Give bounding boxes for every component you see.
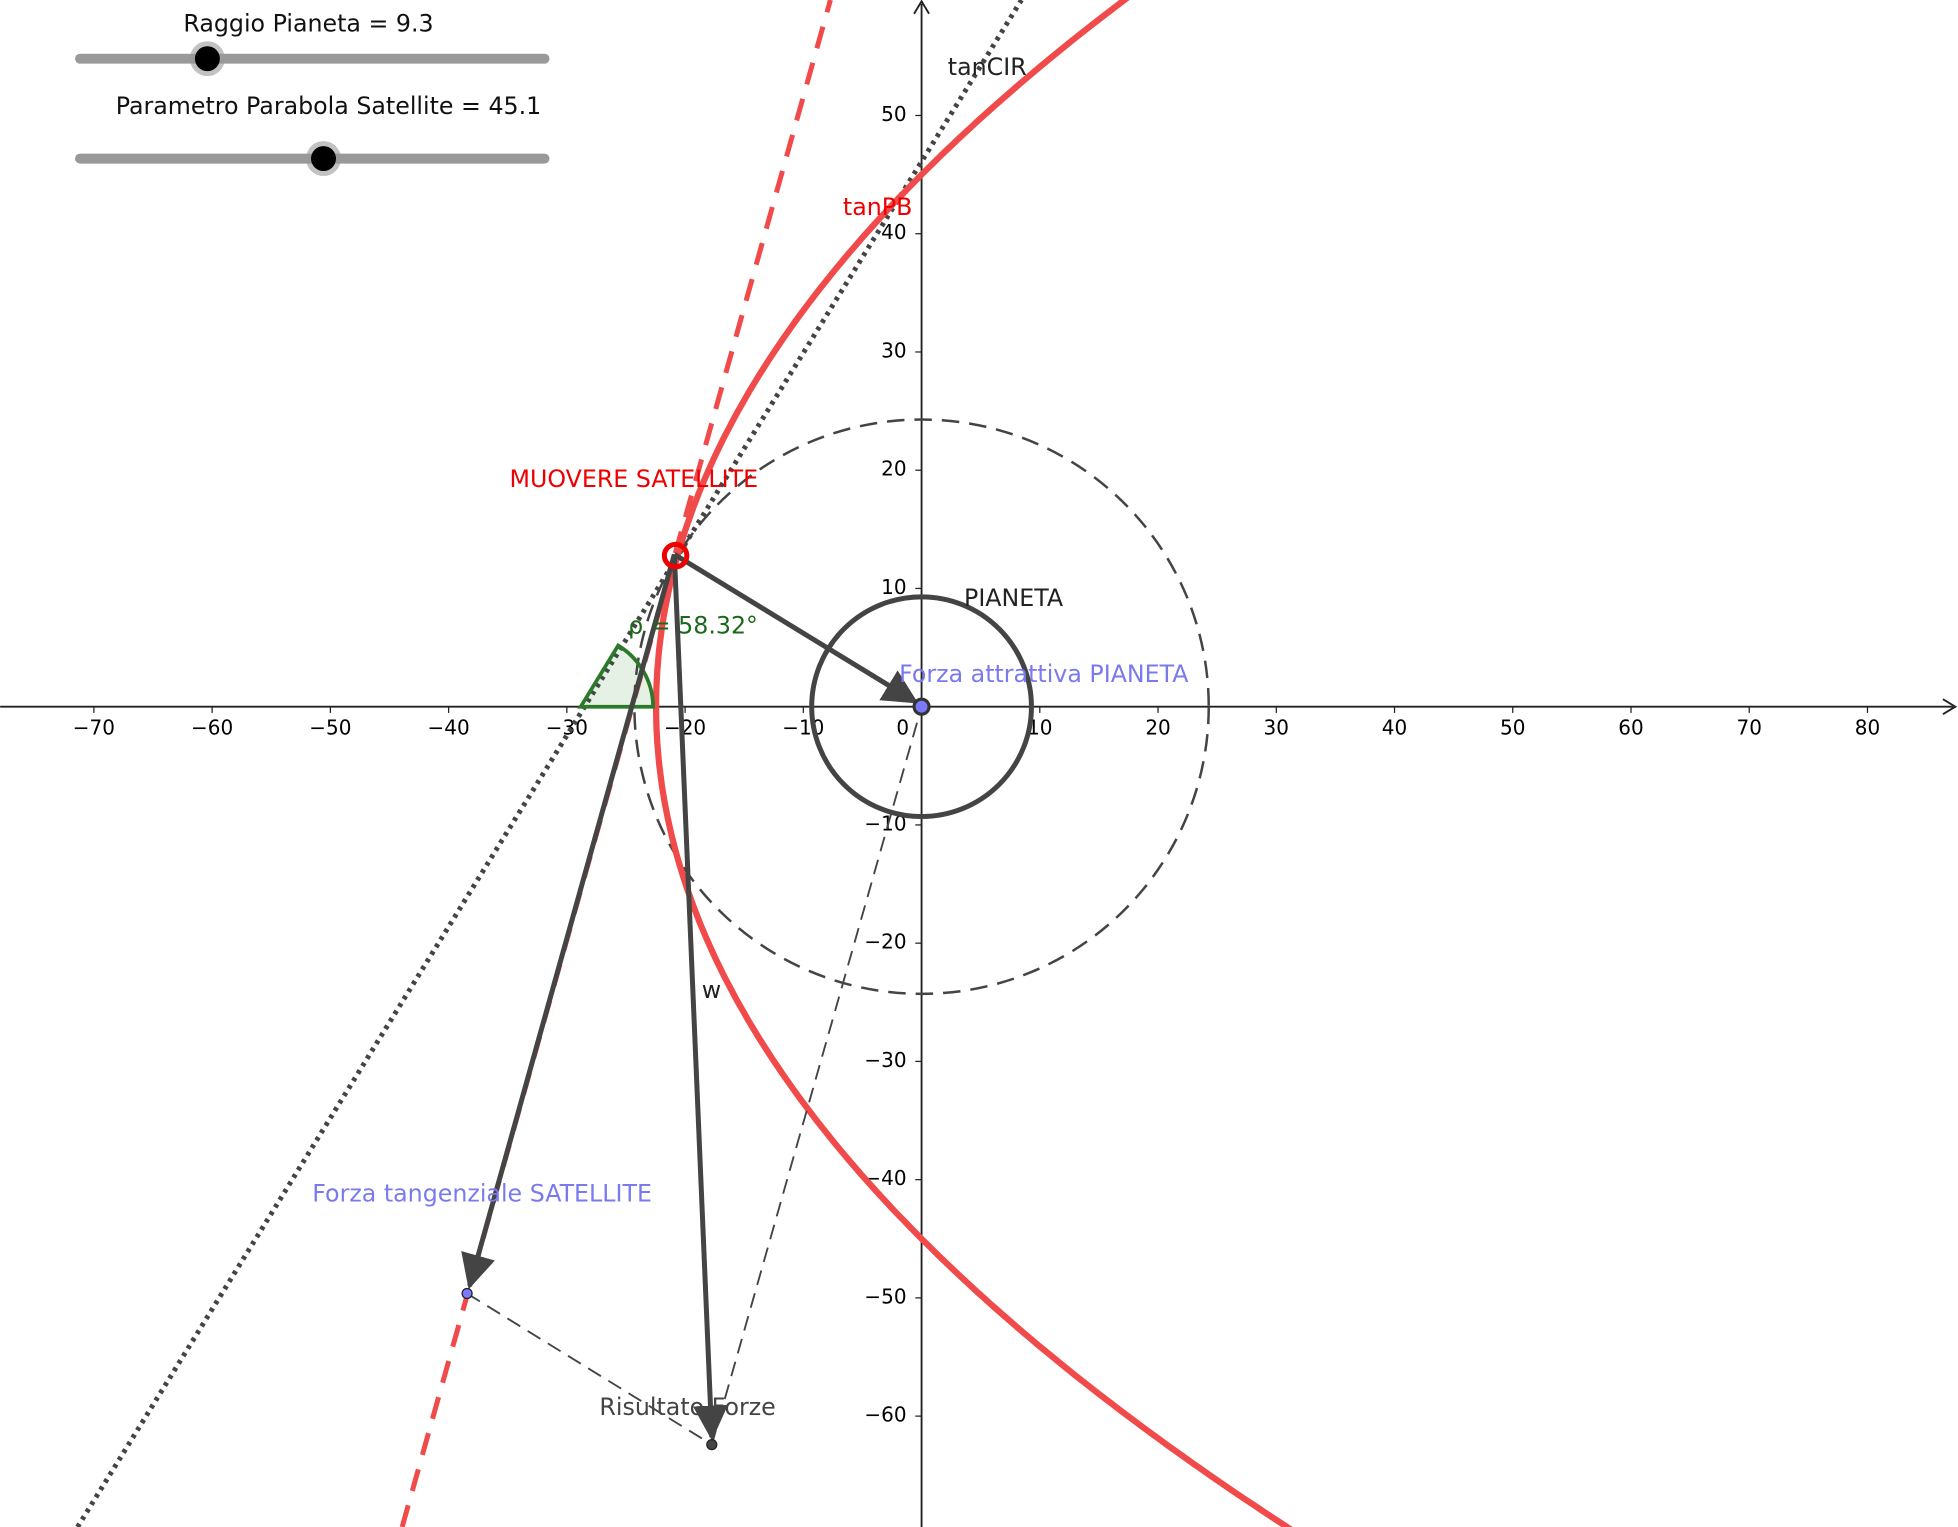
label: w <box>702 976 721 1004</box>
attractive-force-vector[interactable] <box>673 552 919 704</box>
y-tick-label: 20 <box>881 457 906 481</box>
y-tick-label: 30 <box>881 338 906 362</box>
label: Forza attrattiva PIANETA <box>899 660 1189 688</box>
label: tanPB <box>843 193 912 221</box>
x-tick-label: −70 <box>73 716 115 740</box>
x-tick-label: 0 <box>896 716 909 740</box>
label: PIANETA <box>964 584 1064 612</box>
slider-label: Parametro Parabola Satellite = 45.1 <box>116 92 542 120</box>
point[interactable] <box>461 1287 473 1300</box>
planet-center[interactable] <box>912 697 931 716</box>
x-axis-arrow <box>1942 698 1958 715</box>
label: Risultato Forze <box>599 1393 775 1421</box>
x-tick-label: −30 <box>546 716 588 740</box>
y-tick-label: −30 <box>864 1048 906 1072</box>
orbit-circle <box>633 418 1210 996</box>
y-tick-label: −10 <box>864 811 906 835</box>
x-tick-label: 70 <box>1737 716 1762 740</box>
resultant-vector[interactable] <box>671 554 728 1441</box>
y-axis-arrow <box>913 0 930 15</box>
x-tick-label: −40 <box>428 716 470 740</box>
label: Forza tangenziale SATELLITE <box>312 1179 652 1207</box>
x-tick-label: −20 <box>664 716 706 740</box>
tangential-force-vector[interactable] <box>461 553 677 1290</box>
construction-line <box>710 706 923 1445</box>
label: ρ = 58.32° <box>628 611 758 639</box>
y-tick-label: −60 <box>864 1403 906 1427</box>
x-tick-label: −50 <box>309 716 351 740</box>
y-tick-label: 10 <box>881 575 906 599</box>
y-tick-label: −20 <box>864 930 906 954</box>
x-tick-label: 10 <box>1027 716 1052 740</box>
y-tick-label: 50 <box>881 102 906 126</box>
planet-circle[interactable] <box>809 594 1034 820</box>
x-tick-label: −60 <box>191 716 233 740</box>
x-tick-label: 60 <box>1618 716 1643 740</box>
parabola[interactable] <box>652 0 1298 1527</box>
slider-knob[interactable] <box>311 146 336 172</box>
x-tick-label: 80 <box>1855 716 1880 740</box>
point[interactable] <box>706 1438 718 1451</box>
x-tick-label: 20 <box>1145 716 1170 740</box>
label: tanCIR <box>948 53 1027 81</box>
x-tick-label: 50 <box>1500 716 1525 740</box>
y-tick-label: −50 <box>864 1284 906 1308</box>
satellite-point[interactable] <box>661 541 690 570</box>
tancir-line[interactable] <box>75 0 1024 1527</box>
label: MUOVERE SATELLITE <box>510 465 759 493</box>
slider-label: Raggio Pianeta = 9.3 <box>183 9 433 37</box>
slider-knob[interactable] <box>194 46 220 72</box>
construction-line <box>466 1292 713 1446</box>
x-tick-label: 30 <box>1264 716 1289 740</box>
x-tick-label: 40 <box>1382 716 1407 740</box>
